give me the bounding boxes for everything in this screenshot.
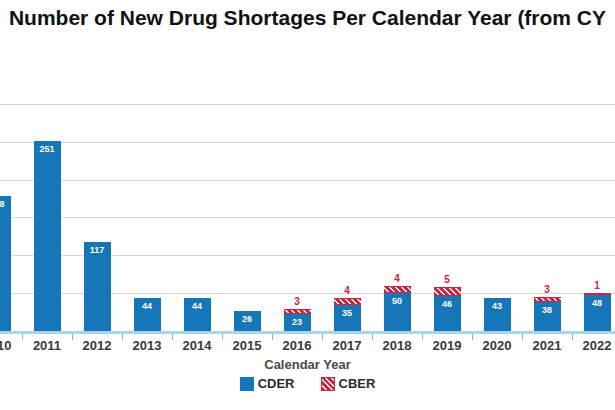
gridline-150 xyxy=(0,217,615,218)
cber-value-label-2021: 3 xyxy=(534,284,561,295)
x-tick-label-2021: 2021 xyxy=(522,338,572,353)
bar-value-label-2016: 23 xyxy=(284,317,311,327)
bar-cber-2017 xyxy=(334,298,361,305)
x-tick-label-2017: 2017 xyxy=(322,338,372,353)
gridline-300 xyxy=(0,104,615,105)
x-axis-title: Calendar Year xyxy=(0,357,615,372)
x-tick-label-2013: 2013 xyxy=(122,338,172,353)
bar-cber-2022 xyxy=(584,293,611,295)
bar-value-label-2021: 38 xyxy=(534,305,561,315)
bar-value-label-2019: 46 xyxy=(434,299,461,309)
cder-swatch-icon xyxy=(240,377,254,391)
x-tick-label-2012: 2012 xyxy=(72,338,122,353)
x-axis-line xyxy=(0,331,615,334)
bar-value-label-2020: 43 xyxy=(484,301,511,311)
bar-value-label-2014: 44 xyxy=(184,301,211,311)
x-tick-label-2019: 2019 xyxy=(422,338,472,353)
x-tick-label-2011: 2011 xyxy=(22,338,72,353)
bar-value-label-2022: 48 xyxy=(584,298,611,308)
cber-swatch-icon xyxy=(321,377,335,391)
legend-label-cder: CDER xyxy=(258,376,295,391)
legend-label-cber: CBER xyxy=(339,376,376,391)
x-tick-label-2022: 2022 xyxy=(572,338,615,353)
x-tick-label-2018: 2018 xyxy=(372,338,422,353)
bar-value-label-2011: 251 xyxy=(34,144,61,154)
x-tick-label-2016: 2016 xyxy=(272,338,322,353)
bar-value-label-2015: 26 xyxy=(234,314,261,324)
bar-cder-2011 xyxy=(34,141,61,331)
chart-title: Number of New Drug Shortages Per Calenda… xyxy=(9,6,606,30)
cber-value-label-2018: 4 xyxy=(384,273,411,284)
bar-cder-2012 xyxy=(84,242,111,331)
legend-item-cber: CBER xyxy=(321,376,376,391)
bar-value-label-2017: 35 xyxy=(334,308,361,318)
gridline-200 xyxy=(0,180,615,181)
bar-cber-2019 xyxy=(434,287,461,296)
x-tick-label-2020: 2020 xyxy=(472,338,522,353)
bar-value-label-2013: 44 xyxy=(134,301,161,311)
bar-cber-2016 xyxy=(284,309,311,314)
bar-cber-2018 xyxy=(384,286,411,293)
bar-value-label-2018: 50 xyxy=(384,296,411,306)
bar-cder-2010 xyxy=(0,196,11,331)
bar-value-label-2012: 117 xyxy=(84,245,111,255)
cber-value-label-2022: 1 xyxy=(584,280,611,291)
x-tick-label-2014: 2014 xyxy=(172,338,222,353)
cber-value-label-2016: 3 xyxy=(284,296,311,307)
cber-value-label-2017: 4 xyxy=(334,285,361,296)
legend: CDER CBER xyxy=(0,376,615,391)
legend-item-cder: CDER xyxy=(240,376,295,391)
x-tick-label-2010: 2010 xyxy=(0,338,22,353)
drug-shortages-bar-chart: Number of New Drug Shortages Per Calenda… xyxy=(0,0,615,410)
x-tick-label-2015: 2015 xyxy=(222,338,272,353)
gridline-250 xyxy=(0,142,615,143)
bar-cber-2021 xyxy=(534,297,561,302)
bar-value-label-2010: 178 xyxy=(0,199,11,209)
cber-value-label-2019: 5 xyxy=(434,274,461,285)
